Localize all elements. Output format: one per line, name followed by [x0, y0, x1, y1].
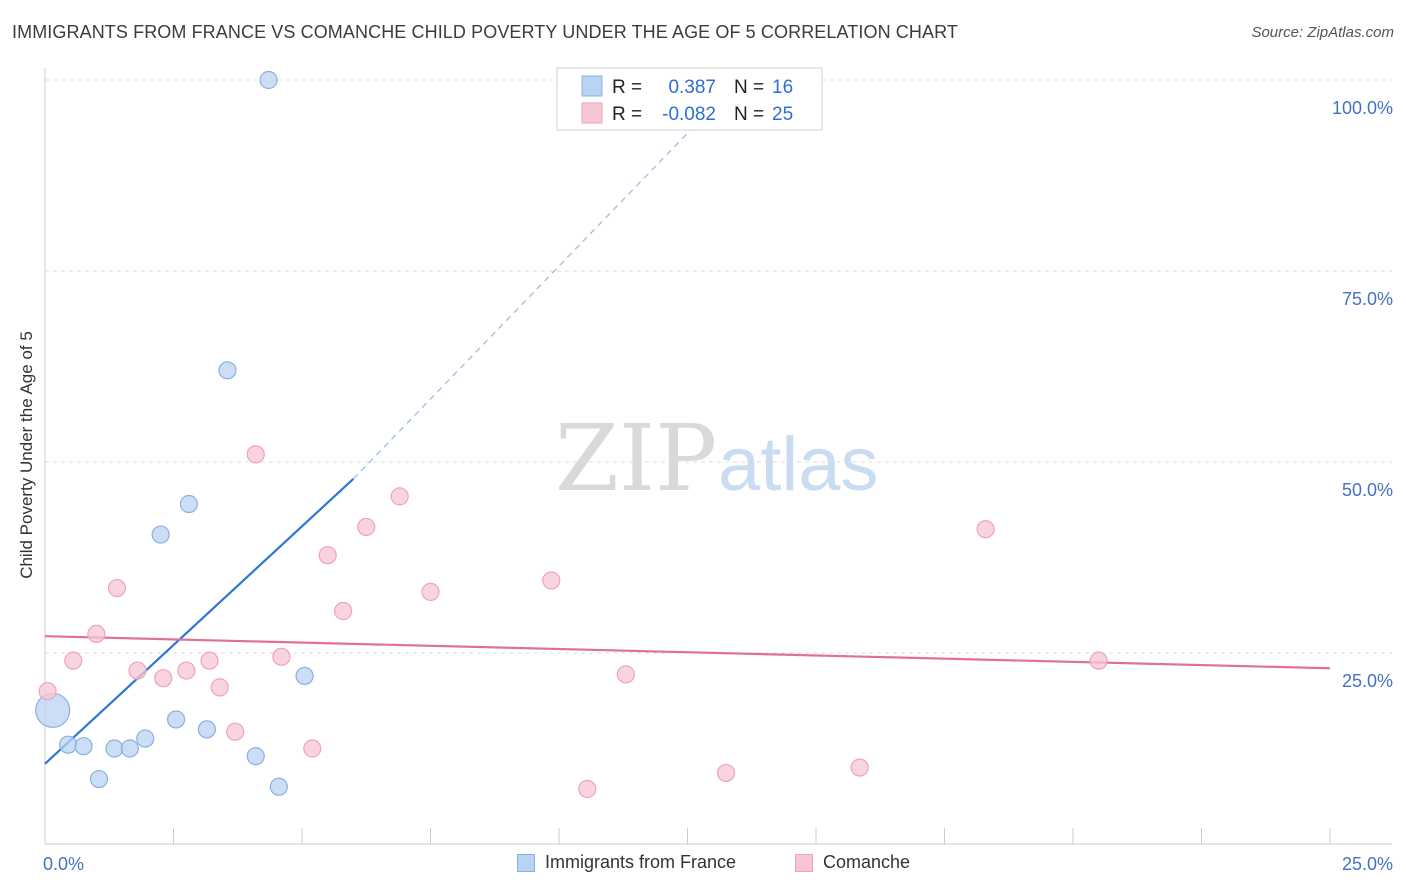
- legend-n-label-2: N =: [734, 104, 764, 125]
- point-comanche-3: [107, 578, 127, 598]
- legend-item-immigrants-from-france: Immigrants from France: [517, 852, 736, 873]
- point-comanche-15: [357, 517, 376, 537]
- point-comanche-10: [246, 445, 265, 464]
- legend-r-value-1: 0.387: [668, 77, 716, 98]
- point-comanche-0: [38, 682, 57, 701]
- legend-item-comanche: Comanche: [795, 852, 910, 873]
- point-immigrants-from-france-15: [295, 666, 314, 686]
- point-immigrants-from-france-13: [259, 70, 278, 90]
- point-comanche-9: [226, 722, 245, 741]
- point-comanche-1: [64, 651, 83, 670]
- legend-r-value-2: -0.082: [662, 104, 716, 125]
- y-tick-label-25: 25.0%: [1342, 671, 1393, 691]
- legend-swatch-pink: [581, 102, 603, 124]
- chart-source: Source: ZipAtlas.com: [1251, 24, 1394, 41]
- point-comanche-4: [128, 661, 147, 680]
- legend-n-value-2: 25: [772, 104, 793, 125]
- point-immigrants-from-france-10: [197, 720, 217, 739]
- y-tick-label-75: 75.0%: [1342, 289, 1393, 309]
- x-tick-label-min: 0.0%: [43, 854, 84, 874]
- point-comanche-11: [272, 647, 291, 666]
- point-immigrants-from-france-8: [166, 710, 186, 729]
- point-comanche-8: [210, 678, 229, 697]
- watermark: ZIP atlas: [555, 405, 879, 512]
- chart-title: IMMIGRANTS FROM FRANCE VS COMANCHE CHILD…: [12, 22, 958, 42]
- point-immigrants-from-france-5: [120, 739, 139, 758]
- point-comanche-14: [334, 601, 353, 621]
- point-comanche-17: [421, 582, 440, 601]
- legend-label-comanche: Comanche: [823, 852, 911, 872]
- point-comanche-23: [976, 520, 995, 539]
- trend-line-immigrants-from-france: [44, 478, 355, 765]
- watermark-atlas: atlas: [718, 422, 879, 507]
- trend-line-immigrants-from-france-extension: [352, 79, 740, 480]
- legend-swatch-immigrants-from-france: [517, 853, 535, 872]
- point-comanche-16: [390, 487, 409, 506]
- point-comanche-13: [318, 546, 337, 565]
- point-comanche-20: [616, 665, 635, 684]
- point-comanche-19: [578, 779, 597, 799]
- point-comanche-2: [87, 624, 106, 644]
- point-immigrants-from-france-2: [74, 737, 93, 756]
- point-comanche-21: [716, 763, 736, 783]
- y-tick-label-100: 100.0%: [1332, 98, 1393, 118]
- point-comanche-6: [177, 661, 196, 680]
- point-comanche-12: [303, 739, 322, 758]
- point-immigrants-from-france-1: [59, 735, 78, 754]
- legend-r-label-1: R =: [612, 77, 642, 98]
- y-tick-label-50: 50.0%: [1342, 480, 1393, 500]
- point-immigrants-from-france-12: [246, 747, 265, 766]
- point-comanche-18: [542, 571, 561, 590]
- data-points: [35, 70, 1108, 799]
- point-immigrants-from-france-7: [151, 525, 170, 544]
- x-tick-label-max: 25.0%: [1342, 854, 1393, 874]
- legend-r-label-2: R =: [612, 104, 642, 125]
- trend-lines: [44, 79, 1331, 765]
- point-immigrants-from-france-6: [136, 729, 155, 748]
- legend-label-immigrants-from-france: Immigrants from France: [545, 852, 737, 872]
- legend-swatch-blue: [581, 75, 603, 97]
- point-comanche-24: [1089, 651, 1108, 670]
- stats-legend: R = 0.387 N = 16 R = -0.082 N = 25: [556, 67, 823, 131]
- legend-n-value-1: 16: [772, 77, 793, 98]
- point-comanche-5: [154, 669, 173, 688]
- trend-line-comanche: [44, 635, 1331, 670]
- point-immigrants-from-france-14: [269, 777, 288, 796]
- point-comanche-7: [200, 651, 219, 670]
- point-immigrants-from-france-3: [89, 769, 109, 789]
- tick-labels: 25.0% 50.0% 75.0% 100.0% 0.0% 25.0%: [43, 98, 1393, 874]
- point-immigrants-from-france-11: [218, 361, 237, 380]
- legend-swatch-comanche: [795, 853, 813, 872]
- point-immigrants-from-france-9: [179, 494, 199, 514]
- watermark-zip: ZIP: [555, 405, 717, 512]
- point-comanche-22: [850, 758, 869, 777]
- point-immigrants-from-france-4: [105, 739, 124, 758]
- legend-n-label-1: N =: [734, 77, 764, 98]
- grid-lines: [45, 79, 1392, 654]
